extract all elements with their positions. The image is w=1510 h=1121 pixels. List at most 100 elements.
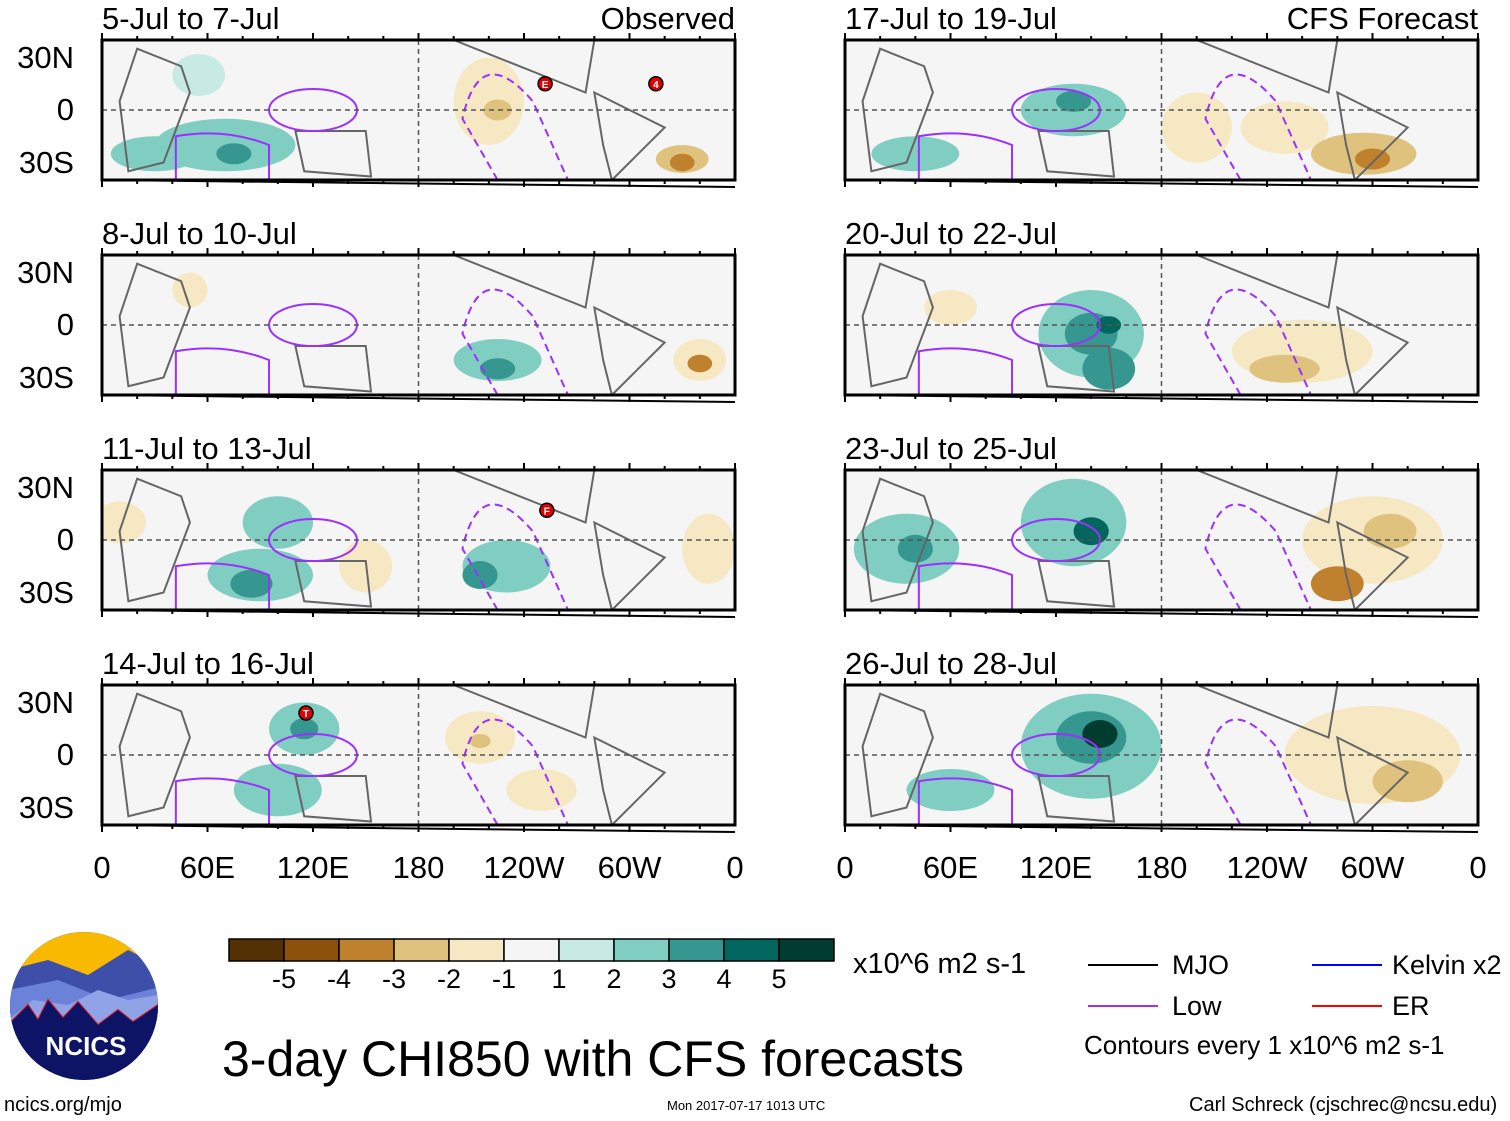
coastline xyxy=(1336,90,1410,180)
coastline xyxy=(593,520,667,610)
storm-icon xyxy=(648,76,664,92)
coastline xyxy=(861,262,934,388)
coastline xyxy=(1196,470,1339,524)
storm-label: 4 xyxy=(653,80,659,91)
coastline xyxy=(1336,735,1410,825)
lon-tick-label: 180 xyxy=(392,850,445,885)
lon-tick-label: 120W xyxy=(1226,850,1308,885)
panel-period-title: 5-Jul to 7-Jul xyxy=(102,1,280,36)
coastline xyxy=(1336,520,1410,610)
site-link[interactable]: ncics.org/mjo xyxy=(4,1094,122,1116)
coastline xyxy=(118,47,191,173)
storm-icon xyxy=(537,76,553,92)
timestamp: Mon 2017-07-17 1013 UTC xyxy=(667,1098,826,1113)
coastline xyxy=(1037,345,1116,393)
colorbar-swatch xyxy=(503,938,560,962)
colorbar-swatch xyxy=(723,938,780,962)
colorbar-label: 1 xyxy=(551,964,567,994)
lat-tick-label: 30N xyxy=(17,254,74,290)
anomaly-shading xyxy=(1056,90,1092,112)
coastline xyxy=(1037,560,1116,608)
legend-swatch-low xyxy=(1088,1005,1158,1007)
panel-period-title: 8-Jul to 10-Jul xyxy=(102,216,297,251)
low-contour xyxy=(917,347,1014,395)
lon-tick xyxy=(101,179,736,188)
author: Carl Schreck (cjschrec@ncsu.edu) xyxy=(1189,1094,1498,1116)
lat-tick-label: 0 xyxy=(56,92,74,127)
lon-tick-label: 60E xyxy=(922,850,979,885)
anomaly-shading xyxy=(1020,478,1127,567)
anomaly-shading xyxy=(924,290,977,325)
colorbar-label: -4 xyxy=(326,964,352,994)
anomaly-shading xyxy=(242,496,313,549)
coastline xyxy=(1196,255,1339,309)
coastline xyxy=(1196,40,1339,94)
anomaly-shading xyxy=(483,99,512,121)
coastline xyxy=(294,775,373,823)
map-panel xyxy=(843,33,1480,188)
lat-tick-label: 30S xyxy=(18,789,74,825)
map-panel xyxy=(100,248,737,403)
lon-tick-label: 60W xyxy=(1340,850,1405,885)
anomaly-shading xyxy=(1161,92,1232,163)
coastline xyxy=(861,692,934,818)
legend-label-mjo: MJO xyxy=(1172,950,1229,980)
colorbar-swatch xyxy=(778,938,835,962)
colorbar-units: x10^6 m2 s-1 xyxy=(853,948,1027,980)
low-contour xyxy=(174,132,271,180)
colorbar-label: 3 xyxy=(661,964,677,994)
map-panel: F xyxy=(100,463,737,618)
coastline xyxy=(453,255,596,309)
coastline xyxy=(593,735,667,825)
lon-tick-label: 120E xyxy=(1019,850,1093,885)
coastline xyxy=(1336,305,1410,395)
panel-period-title: 14-Jul to 16-Jul xyxy=(102,646,314,681)
coastline xyxy=(1196,685,1339,739)
anomaly-shading xyxy=(506,769,577,811)
colorbar-label: 2 xyxy=(606,964,622,994)
low-contour xyxy=(174,562,271,610)
lon-tick-label: 60E xyxy=(179,850,236,885)
anomaly-shading xyxy=(480,358,516,380)
legend-label-er: ER xyxy=(1392,991,1430,1021)
coastline xyxy=(118,262,191,388)
colorbar-swatch xyxy=(668,938,725,962)
logo-text: NCICS xyxy=(46,1031,127,1061)
anomaly-shading xyxy=(1249,354,1320,383)
lon-tick-label: 0 xyxy=(726,850,744,885)
colorbar-swatch xyxy=(338,938,395,962)
panel-source-tag: CFS Forecast xyxy=(1286,1,1478,36)
anomaly-shading xyxy=(230,569,273,598)
lon-tick xyxy=(101,609,736,618)
contour-note: Contours every 1 x10^6 m2 s-1 xyxy=(1084,1030,1445,1060)
storm-icon xyxy=(539,502,555,518)
low-contour xyxy=(174,777,271,825)
lon-tick-label: 120E xyxy=(276,850,350,885)
coastline xyxy=(453,685,596,739)
lat-tick-label: 30S xyxy=(18,574,74,610)
colorbar-swatch xyxy=(393,938,450,962)
anomaly-shading xyxy=(1082,347,1136,390)
anomaly-shading xyxy=(871,136,960,172)
colorbar-swatch xyxy=(448,938,505,962)
lon-tick xyxy=(844,609,1479,618)
panel-period-title: 11-Jul to 13-Jul xyxy=(102,431,312,466)
panel-period-title: 20-Jul to 22-Jul xyxy=(845,216,1057,251)
anomaly-shading xyxy=(669,153,695,172)
anomaly-shading xyxy=(1372,760,1443,803)
anomaly-shading xyxy=(1310,566,1364,602)
storm-label: T xyxy=(303,709,309,720)
panel-period-title: 23-Jul to 25-Jul xyxy=(845,431,1057,466)
coastline xyxy=(593,90,667,180)
anomaly-shading xyxy=(469,734,491,748)
lon-tick xyxy=(844,394,1479,403)
coastline xyxy=(453,470,596,524)
anomaly-shading xyxy=(172,54,226,96)
low-contour xyxy=(174,347,271,395)
legend-swatch-mjo xyxy=(1088,964,1158,966)
anomaly-shading xyxy=(682,513,735,584)
lon-tick-label: 0 xyxy=(836,850,854,885)
